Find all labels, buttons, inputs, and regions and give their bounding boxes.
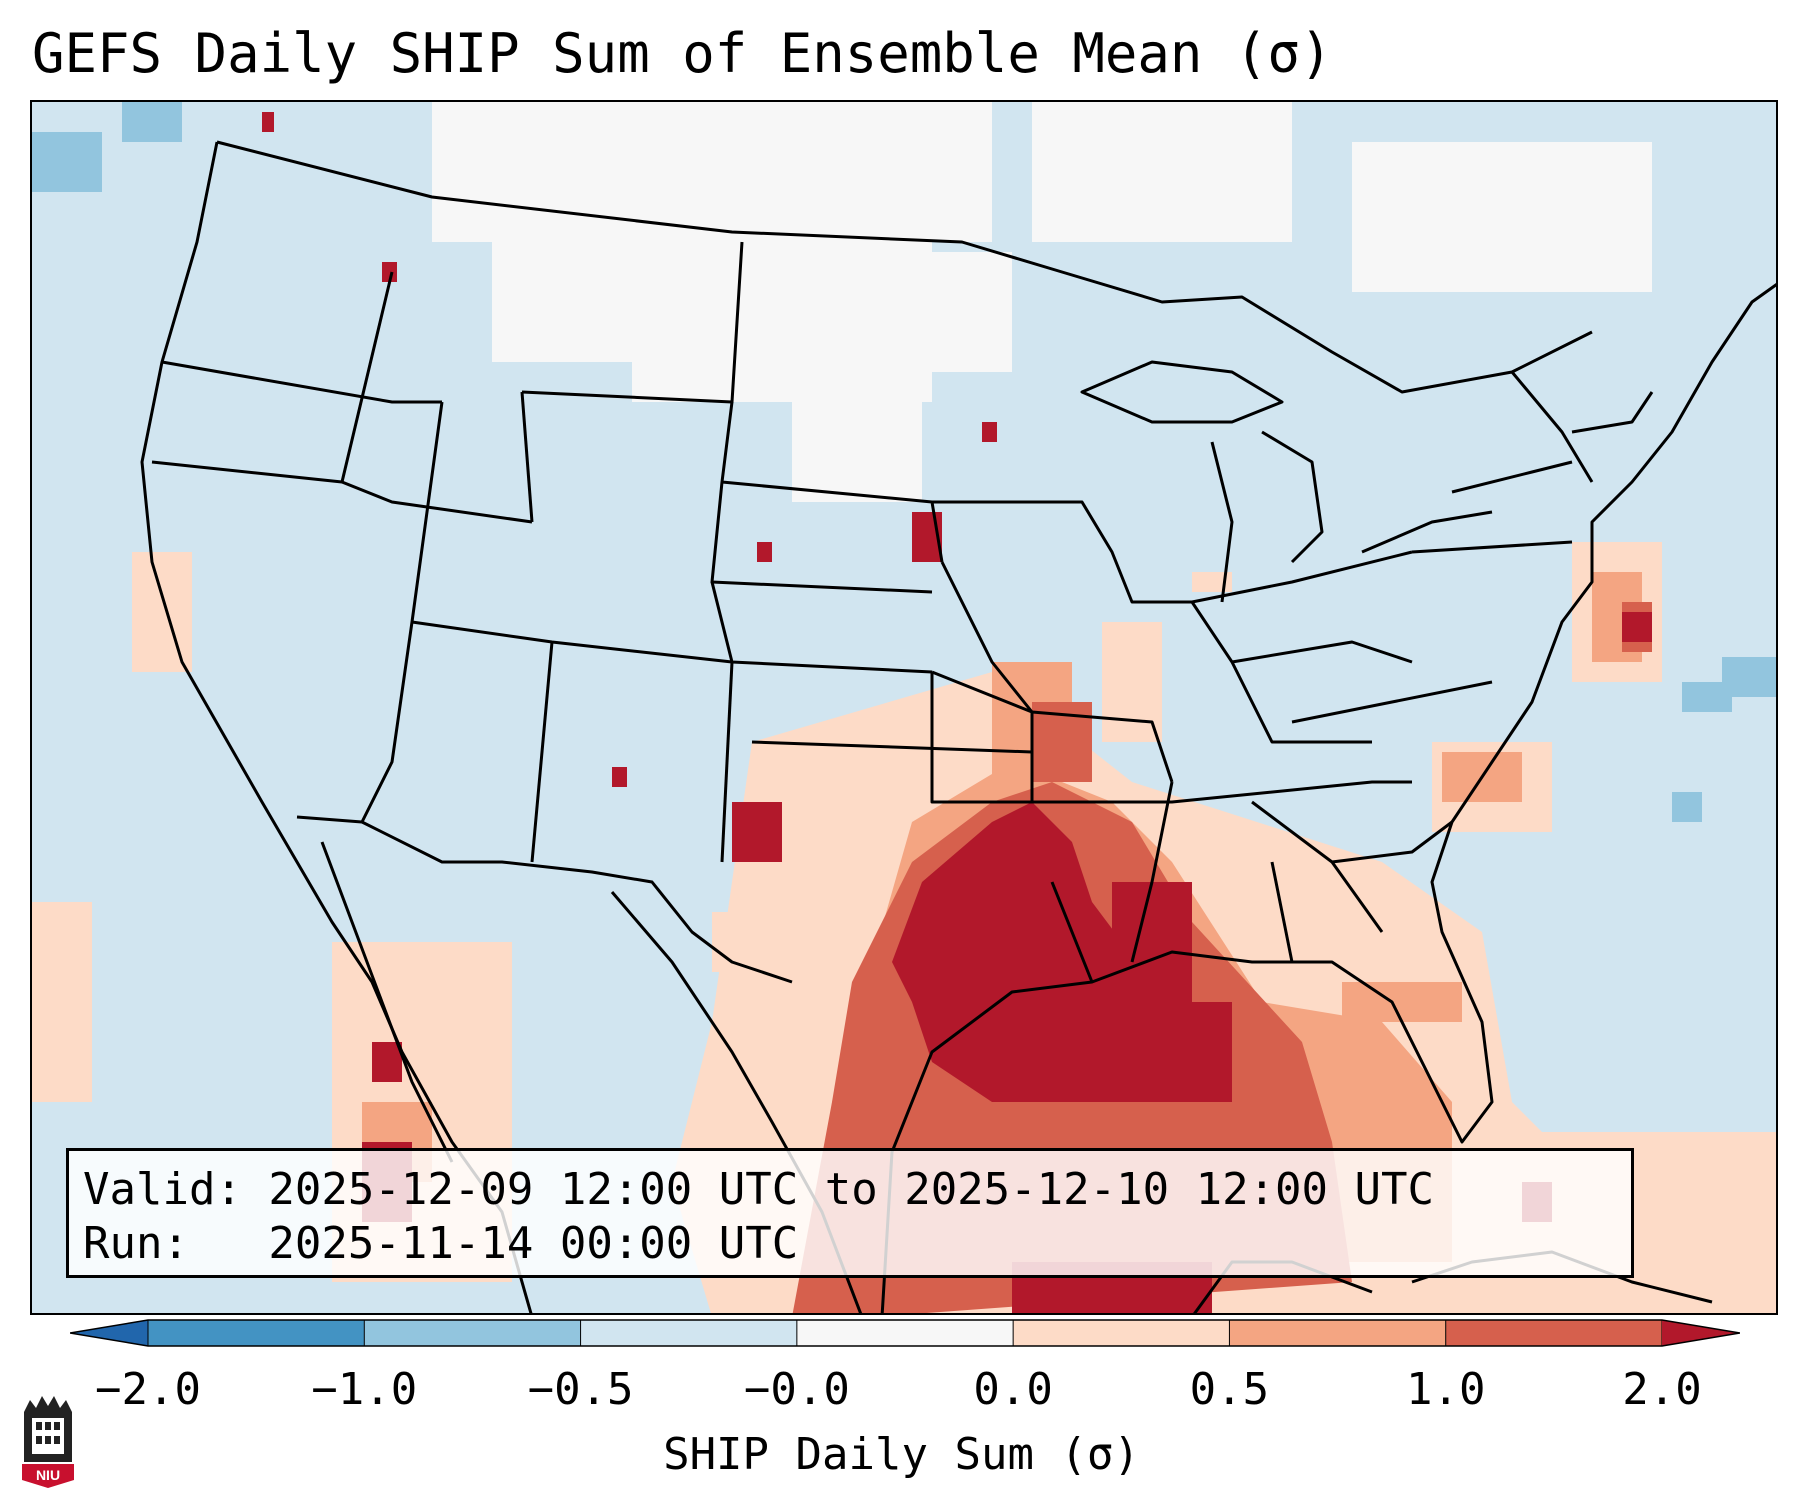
colorbar-bin (1445, 1320, 1663, 1346)
colorbar-tick-label: 2.0 (1622, 1364, 1702, 1415)
colorbar-over-arrow (1662, 1320, 1740, 1346)
colorbar-bin (1013, 1320, 1230, 1346)
colorbar-under-arrow (70, 1320, 148, 1346)
map-canvas (32, 102, 1776, 1313)
colorbar-bin (580, 1320, 798, 1346)
colorbar-tick-label: −2.0 (95, 1364, 201, 1415)
boundary-lines (140, 140, 1776, 1313)
colorbar-bin (148, 1320, 365, 1346)
niu-logo-icon: NIU (22, 1396, 74, 1488)
colorbar-tick-label: 1.0 (1405, 1364, 1486, 1415)
validity-info-box: Valid: 2025-12-09 12:00 UTC to 2025-12-1… (66, 1148, 1634, 1278)
colorbar-tick-label: −1.0 (311, 1364, 418, 1415)
map-title: GEFS Daily SHIP Sum of Ensemble Mean (σ) (32, 22, 1333, 85)
colorbar-bin (364, 1320, 582, 1346)
colorbar-bin (1229, 1320, 1447, 1346)
colorbar-bin (796, 1320, 1014, 1346)
map-panel (30, 100, 1778, 1315)
colorbar-tick-label: 0.0 (973, 1364, 1053, 1415)
colorbar-bins (147, 1320, 1663, 1346)
colorbar-tick-label: 0.5 (1189, 1364, 1270, 1415)
logo-text: NIU (36, 1467, 60, 1483)
run-time-text: Run: 2025-11-14 00:00 UTC (83, 1218, 799, 1269)
colorbar (70, 1319, 1740, 1347)
near-zero-region (432, 102, 1652, 502)
extreme-positive-anomaly (262, 112, 1652, 1313)
colorbar-outline (70, 1319, 1740, 1347)
colorbar-tick-label: −0.5 (527, 1364, 634, 1415)
colorbar-tick-label: −0.0 (743, 1364, 850, 1415)
valid-time-text: Valid: 2025-12-09 12:00 UTC to 2025-12-1… (83, 1164, 1435, 1215)
colorbar-label: SHIP Daily Sum (σ) (663, 1429, 1140, 1480)
